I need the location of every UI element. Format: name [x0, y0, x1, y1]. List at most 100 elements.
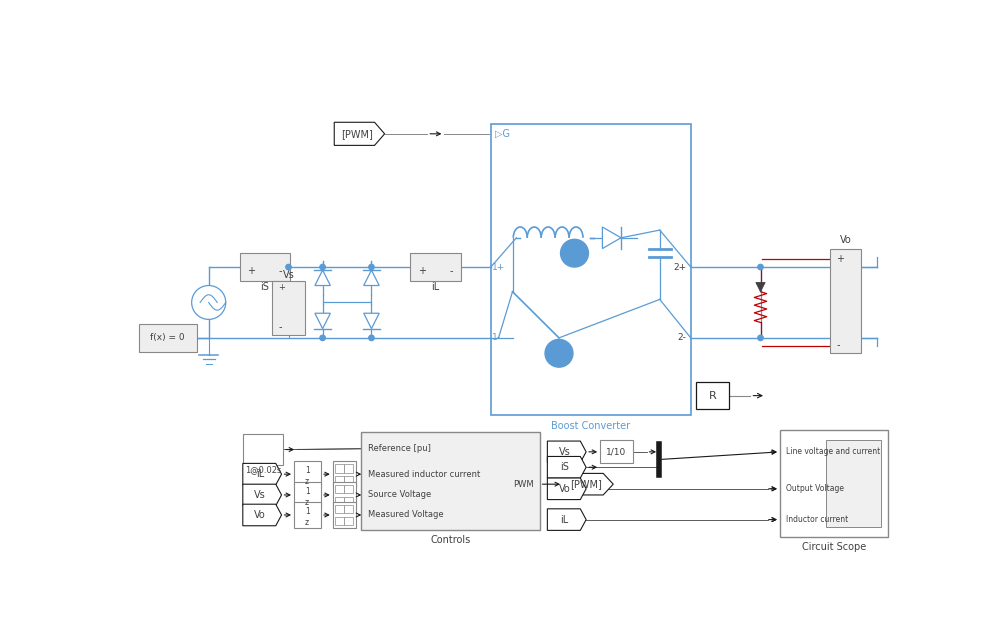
Bar [335, 464, 344, 472]
Text: -: - [449, 266, 453, 276]
Text: Vo: Vo [840, 235, 852, 245]
Text: iL: iL [431, 282, 440, 292]
Text: Inductor current: Inductor current [786, 515, 848, 524]
Bar [294, 461, 321, 488]
Text: -: - [278, 322, 282, 332]
Polygon shape [315, 270, 330, 285]
Circle shape [369, 335, 374, 340]
Bar [139, 324, 197, 352]
Bar [333, 502, 356, 528]
Circle shape [320, 335, 325, 340]
Bar [344, 464, 353, 472]
Circle shape [758, 264, 763, 269]
Text: iL: iL [256, 469, 264, 479]
Text: f(x) = 0: f(x) = 0 [150, 333, 185, 342]
Text: 1+: 1+ [492, 262, 506, 271]
Text: -: - [279, 266, 282, 276]
Polygon shape [563, 474, 613, 495]
Text: Source Voltage: Source Voltage [368, 491, 431, 500]
Text: Boost Converter: Boost Converter [551, 421, 630, 430]
Circle shape [758, 335, 763, 340]
Text: Vs: Vs [559, 447, 570, 457]
Bar [780, 430, 888, 536]
Text: Reference [pu]: Reference [pu] [368, 444, 430, 453]
Text: Vo: Vo [254, 510, 266, 520]
Bar [344, 485, 353, 493]
Text: iS: iS [260, 282, 269, 292]
Bar [335, 476, 344, 484]
Text: 2+: 2+ [673, 262, 686, 271]
Bar [344, 505, 353, 514]
Bar [335, 505, 344, 514]
Text: Vo: Vo [559, 484, 570, 494]
Text: [PWM]: [PWM] [342, 129, 373, 139]
Bar [361, 432, 540, 531]
Polygon shape [547, 478, 586, 500]
Text: 1: 1 [305, 466, 310, 475]
Polygon shape [243, 484, 282, 506]
Bar [240, 253, 290, 281]
Text: ▷G: ▷G [495, 129, 510, 139]
Bar [830, 249, 861, 353]
Bar [491, 124, 691, 415]
Text: 1: 1 [305, 507, 310, 515]
Bar [344, 517, 353, 525]
Circle shape [320, 264, 325, 269]
Polygon shape [547, 456, 586, 478]
Polygon shape [243, 504, 282, 526]
Text: Measured Voltage: Measured Voltage [368, 510, 443, 519]
Text: 2-: 2- [677, 333, 686, 342]
Circle shape [561, 239, 588, 267]
Text: z: z [305, 477, 309, 486]
Polygon shape [364, 313, 379, 328]
Text: z: z [305, 498, 309, 507]
Text: PWM: PWM [513, 480, 533, 489]
Text: R: R [709, 391, 716, 401]
Polygon shape [364, 270, 379, 285]
Circle shape [192, 285, 226, 320]
Polygon shape [243, 463, 282, 485]
Text: iL: iL [560, 515, 569, 524]
Text: 1-: 1- [492, 333, 501, 342]
Text: Circuit Scope: Circuit Scope [802, 542, 866, 552]
Bar [344, 496, 353, 505]
Bar [333, 482, 356, 508]
Text: Measured inductor current: Measured inductor current [368, 470, 480, 479]
Text: +: + [836, 254, 844, 264]
Polygon shape [547, 441, 586, 463]
Circle shape [286, 264, 291, 269]
Text: iS: iS [560, 462, 569, 472]
Text: 1: 1 [305, 487, 310, 496]
Text: Controls: Controls [430, 534, 471, 545]
Polygon shape [756, 282, 765, 292]
Bar [410, 253, 461, 281]
Polygon shape [602, 227, 621, 249]
Polygon shape [547, 509, 586, 531]
Bar [826, 439, 881, 527]
Text: 1/10: 1/10 [606, 448, 626, 456]
Text: z: z [305, 518, 309, 527]
Circle shape [545, 339, 573, 367]
Text: +: + [418, 266, 426, 276]
Text: Line voltage and current: Line voltage and current [786, 448, 880, 456]
Text: -: - [836, 340, 840, 351]
Bar [333, 461, 356, 488]
Polygon shape [334, 122, 385, 145]
Bar [335, 496, 344, 505]
Bar [600, 440, 633, 463]
Text: Vs: Vs [254, 490, 266, 500]
Text: 1@0.02s: 1@0.02s [245, 465, 281, 474]
Bar [696, 382, 729, 410]
Circle shape [369, 264, 374, 269]
Bar [294, 502, 321, 528]
Bar [335, 485, 344, 493]
Bar [344, 476, 353, 484]
Bar [335, 517, 344, 525]
Bar [294, 482, 321, 508]
Polygon shape [315, 313, 330, 328]
Text: +: + [247, 266, 255, 276]
Text: Vs: Vs [283, 269, 294, 280]
Text: [PWM]: [PWM] [570, 479, 602, 489]
Text: Output Voltage: Output Voltage [786, 484, 844, 493]
Bar [272, 281, 305, 335]
